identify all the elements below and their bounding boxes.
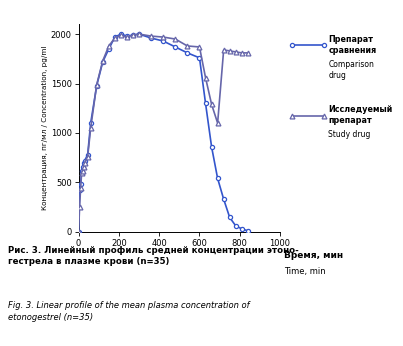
Text: Fig. 3. Linear profile of the mean plasma concentration of
etonogestrel (n=35): Fig. 3. Linear profile of the mean plasm… xyxy=(8,301,250,322)
Y-axis label: Концентрация, пг/мл / Concentration, pg/ml: Концентрация, пг/мл / Concentration, pg/… xyxy=(42,46,48,210)
Text: Comparison
drug: Comparison drug xyxy=(328,60,374,80)
Text: Рис. 3. Линейный профиль средней концентрации этоно-
гестрела в плазме крови (n=: Рис. 3. Линейный профиль средней концент… xyxy=(8,246,299,266)
Text: Study drug: Study drug xyxy=(328,130,371,139)
Text: Препарат
сравнения: Препарат сравнения xyxy=(328,35,377,55)
Text: Исследуемый
препарат: Исследуемый препарат xyxy=(328,105,393,125)
Text: Time, min: Time, min xyxy=(284,267,326,276)
Text: Время, мин: Время, мин xyxy=(284,251,343,260)
